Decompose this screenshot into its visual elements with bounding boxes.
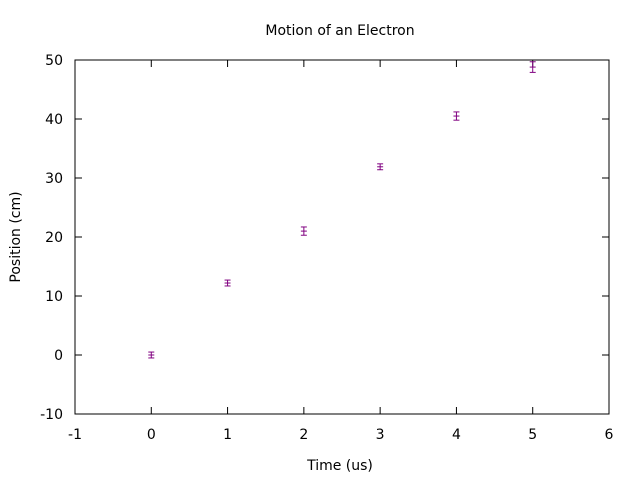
x-tick-label: -1: [68, 427, 82, 443]
data-points: [148, 61, 536, 359]
data-point: [224, 279, 231, 287]
data-point: [300, 226, 307, 236]
chart-title: Motion of an Electron: [265, 23, 414, 39]
y-tick-label: 40: [45, 112, 63, 128]
data-point: [377, 163, 384, 171]
y-tick-label: -10: [40, 407, 63, 423]
data-point: [148, 351, 155, 359]
x-tick-label: 5: [528, 427, 537, 443]
y-tick-label: 30: [45, 171, 63, 187]
x-tick-label: 6: [605, 427, 614, 443]
data-point: [453, 111, 460, 121]
x-tick-label: 0: [147, 427, 156, 443]
y-tick-label: 20: [45, 230, 63, 246]
x-tick-label: 2: [299, 427, 308, 443]
x-tick-label: 3: [376, 427, 385, 443]
y-tick-label: 50: [45, 53, 63, 69]
y-tick-label: 0: [54, 348, 63, 364]
x-tick-label: 1: [223, 427, 232, 443]
data-point: [529, 61, 536, 73]
plot-frame: [74, 59, 610, 415]
y-tick-label: 10: [45, 289, 63, 305]
x-axis-label: Time (us): [306, 458, 373, 474]
y-axis-label: Position (cm): [8, 191, 24, 282]
x-tick-label: 4: [452, 427, 461, 443]
